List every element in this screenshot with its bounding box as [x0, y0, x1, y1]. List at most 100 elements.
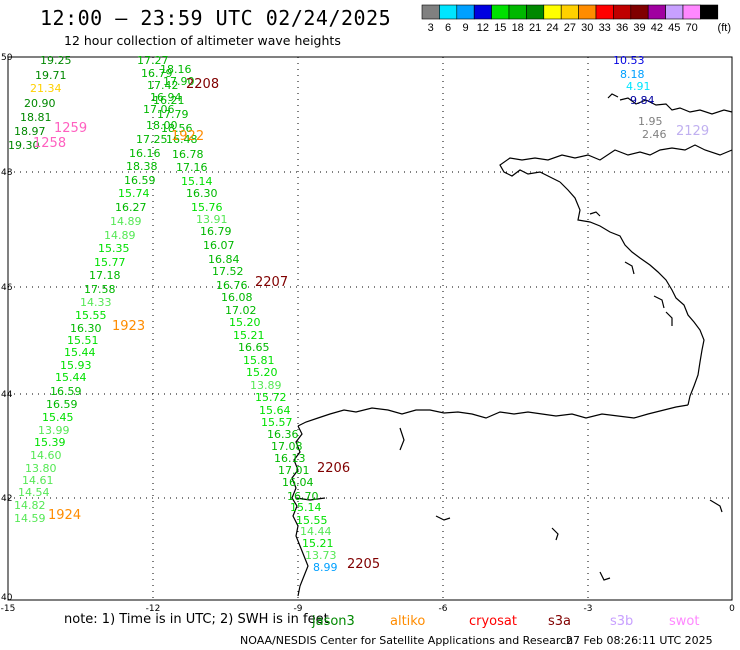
axis-labels: 50 48 46 44 42 40-15 -12 -9 -6 -3 0	[1, 53, 735, 614]
lat-label: 48	[1, 168, 13, 178]
wave-height-label: 2.46	[642, 128, 667, 141]
inland-line-3	[551, 527, 559, 541]
legend-tick-label: 45	[668, 22, 680, 34]
iberia-west-coast	[291, 425, 309, 597]
wave-height-label: 15.72	[255, 391, 287, 404]
brittany-north-coast	[499, 144, 733, 183]
map-frame	[7, 56, 733, 601]
wave-height-label: 15.81	[243, 354, 275, 367]
wave-height-label: 17.01	[278, 464, 310, 477]
wave-height-label: 16.21	[153, 94, 185, 107]
lat-label: 40	[1, 593, 13, 603]
legend-swatch	[526, 4, 545, 20]
wave-height-label: 21.34	[30, 82, 62, 95]
legend-tick-label: 6	[445, 22, 451, 34]
wave-height-label: 17.27	[137, 54, 169, 67]
wave-height-label: 16.59	[46, 398, 78, 411]
legend-tick-label: 3	[428, 22, 434, 34]
wave-height-label: 8.18	[620, 68, 645, 81]
spain-north-coast	[297, 404, 689, 427]
wave-height-label: 17.52	[212, 265, 244, 278]
lat-lon-grid	[8, 57, 732, 600]
biscay-french-coast	[559, 181, 705, 406]
pass-id-label: 2206	[317, 461, 350, 476]
legend-swatch	[560, 4, 579, 20]
wave-height-label: 10.53	[613, 54, 645, 67]
legend-tick-label: 24	[546, 22, 558, 34]
england-coast	[619, 97, 733, 115]
wave-height-label: 18.97	[14, 125, 46, 138]
wave-height-label: 19.30	[8, 139, 40, 152]
wave-height-label: 18.38	[126, 160, 158, 173]
legend-unit: (ft)	[718, 22, 731, 34]
wave-height-label: 16.79	[200, 225, 232, 238]
legend-tick-label: 70	[686, 22, 698, 34]
legend-tick-label: 36	[616, 22, 628, 34]
pass-id-label: 1922	[171, 129, 204, 144]
wave-height-label: 14.89	[110, 215, 142, 228]
legend-tick-label: 33	[599, 22, 611, 34]
legend-tick-label: 42	[651, 22, 663, 34]
wave-height-label: 15.21	[233, 329, 265, 342]
legend-swatch	[508, 4, 527, 20]
wave-height-label: 1.95	[638, 115, 663, 128]
wave-height-label: 17.08	[271, 440, 303, 453]
wave-height-label: 16.48	[166, 133, 198, 146]
wave-height-label: 19.25	[40, 54, 72, 67]
page-subtitle: 12 hour collection of altimeter wave hei…	[64, 33, 341, 48]
legend-swatch	[630, 4, 649, 20]
wave-height-label: 16.70	[287, 490, 319, 503]
wave-height-label: 15.21	[302, 537, 334, 550]
lon-label: -15	[1, 604, 16, 614]
wave-height-label: 20.90	[24, 97, 56, 110]
lon-label: -3	[584, 604, 593, 614]
wave-height-label: 17.58	[84, 283, 116, 296]
wave-height-label: 16.59	[50, 385, 82, 398]
wave-height-label: 15.51	[67, 334, 99, 347]
note-text: note: 1) Time is in UTC; 2) SWH is in fe…	[64, 612, 329, 627]
lon-label: 0	[729, 604, 735, 614]
lat-label: 46	[1, 283, 13, 293]
credit-text: NOAA/NESDIS Center for Satellite Applica…	[240, 634, 574, 647]
wave-height-label: 15.44	[64, 346, 96, 359]
wave-height-label: 17.42	[147, 79, 179, 92]
wave-height-label: 17.90	[163, 75, 195, 88]
ile-re	[653, 295, 665, 309]
wave-height-label: 15.35	[98, 242, 130, 255]
lat-label: 42	[1, 494, 12, 504]
wave-height-label: 16.36	[267, 428, 299, 441]
wave-height-label: 15.77	[94, 256, 126, 269]
color-legend: 3 6 9 12 15 18 21 24 27 30 33 36 39 42 45 70 (ft)	[421, 4, 731, 34]
wave-height-label: 13.89	[250, 379, 282, 392]
legend-tick-label: 18	[512, 22, 524, 34]
legend-swatch	[543, 4, 562, 20]
pass-id-label: 1258	[33, 136, 66, 151]
wave-height-label: 15.74	[118, 187, 150, 200]
wave-height-label: 16.08	[221, 291, 253, 304]
lon-label: -12	[146, 604, 161, 614]
legend-swatch	[439, 4, 458, 20]
wave-height-label: 19.71	[35, 69, 67, 82]
scilly-coast	[607, 93, 619, 99]
wave-height-label: 15.14	[290, 501, 322, 514]
lat-label: 44	[1, 390, 13, 400]
wave-height-label: 15.93	[60, 359, 92, 372]
wave-height-label: 14.82	[14, 499, 46, 512]
wave-height-label: 16.27	[115, 201, 147, 214]
wave-height-label: 16.04	[282, 476, 314, 489]
coastline	[291, 93, 733, 597]
legend-tick-label: 27	[564, 22, 576, 34]
legend-swatch	[700, 4, 719, 20]
wave-height-label: 16.78	[172, 148, 204, 161]
wave-height-label: 16.65	[238, 341, 270, 354]
wave-height-label: 17.18	[89, 269, 121, 282]
inland-line-4	[599, 571, 611, 581]
wave-height-label: 17.79	[157, 108, 189, 121]
wave-height-label: 13.99	[38, 424, 70, 437]
legend-tick-label: 9	[462, 22, 468, 34]
pass-id-label: 2205	[347, 557, 380, 572]
pass-id-label: 2129	[676, 124, 709, 139]
wave-height-label: 16.13	[274, 452, 306, 465]
